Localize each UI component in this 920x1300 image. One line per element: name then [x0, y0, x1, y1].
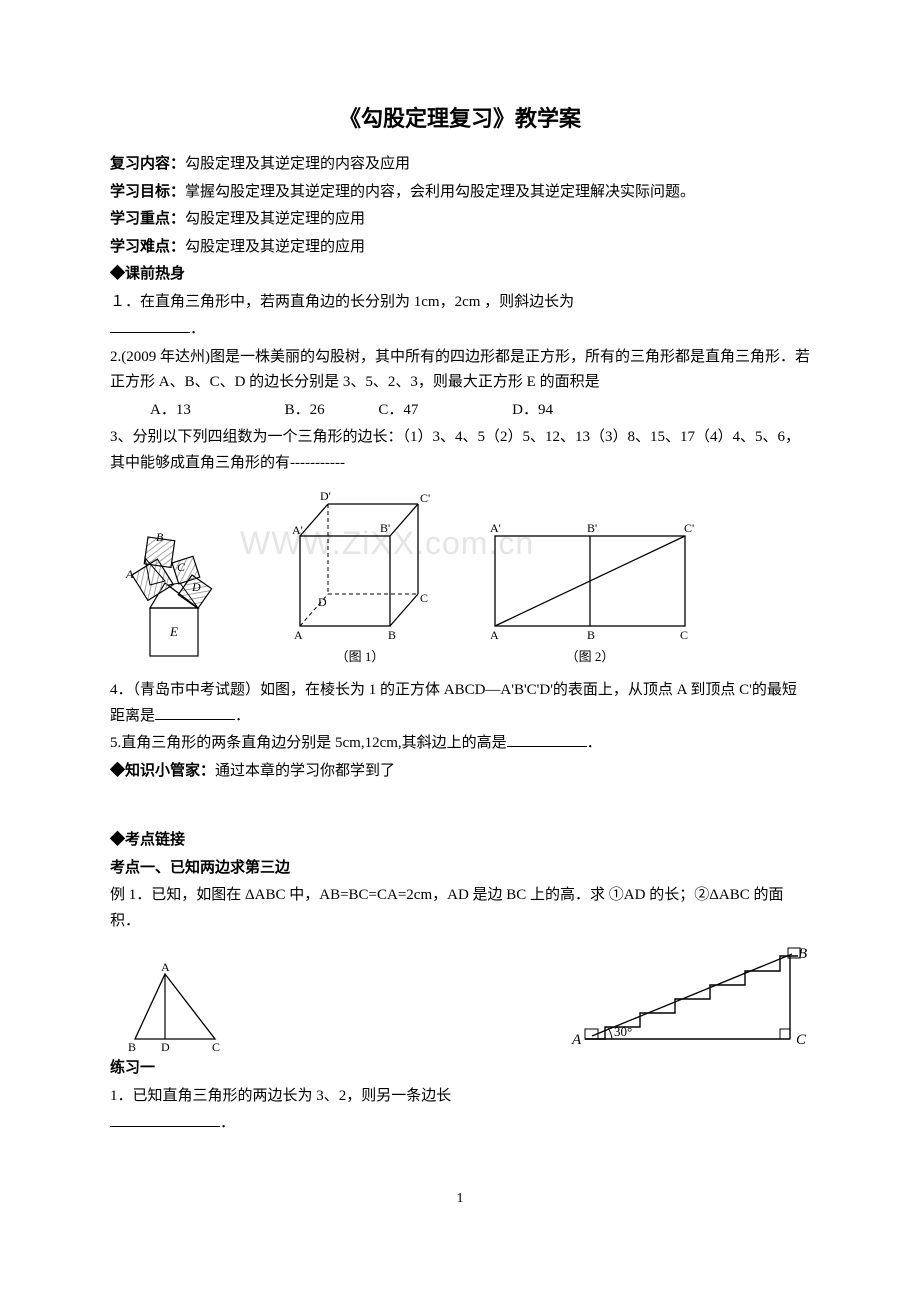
- stair-label-angle: 30°: [614, 1024, 632, 1039]
- cube-label-a1: A': [292, 523, 303, 537]
- q5-blank: [507, 731, 587, 747]
- figure-staircase: A C B 30°: [570, 944, 810, 1054]
- unfold-label-b1: B': [587, 521, 597, 535]
- cube-label-c: C: [420, 591, 428, 605]
- unfold-label-c1: C': [684, 521, 694, 535]
- page-number: 1: [110, 1187, 810, 1211]
- cube-label-a: A: [294, 628, 303, 642]
- fig1-caption: （图 1）: [270, 646, 450, 668]
- manager-label: ◆知识小管家：: [110, 763, 215, 779]
- fig2-caption: （图 2）: [480, 646, 700, 668]
- stair-label-b: B: [798, 946, 807, 962]
- unfold-label-b: B: [587, 628, 595, 642]
- figure-tree: E A B C D: [110, 513, 240, 668]
- manager-text: 通过本章的学习你都学到了: [215, 763, 395, 779]
- q1-blank: [110, 317, 190, 333]
- cube-label-d1: D': [320, 489, 331, 503]
- keypoint-text: 勾股定理及其逆定理的应用: [185, 211, 365, 227]
- tree-label-e: E: [169, 624, 178, 639]
- tree-label-c: C: [177, 560, 186, 574]
- cube-label-b1: B': [380, 521, 390, 535]
- keypoint-label: 学习重点：: [110, 211, 185, 227]
- difficulty-row: 学习难点：勾股定理及其逆定理的应用: [110, 235, 810, 261]
- example-1: 例 1．已知，如图在 ΔABC 中，AB=BC=CA=2cm，AD 是边 BC …: [110, 883, 810, 934]
- review-content-row: 复习内容：勾股定理及其逆定理的内容及应用: [110, 152, 810, 178]
- stair-label-c: C: [796, 1032, 807, 1048]
- practice1-suffix: ．: [220, 1115, 235, 1131]
- tree-label-b: B: [156, 530, 164, 544]
- difficulty-text: 勾股定理及其逆定理的应用: [185, 239, 365, 255]
- example-triangle-diagram: A B D C: [110, 959, 240, 1054]
- practice1-label: 练习一: [110, 1056, 810, 1082]
- q2-option-b: B．26: [285, 402, 325, 418]
- tree-label-d: D: [191, 580, 201, 594]
- objective-row: 学习目标：掌握勾股定理及其逆定理的内容，会利用勾股定理及其逆定理解决实际问题。: [110, 180, 810, 206]
- figure-cube: A B C D A' B' C' D' （图 1）: [270, 486, 450, 668]
- figures-row: E A B C D: [110, 486, 810, 668]
- q1-suffix: ．: [190, 321, 205, 337]
- unfold-label-a: A: [490, 628, 499, 642]
- tree-diagram: E A B C D: [110, 513, 240, 668]
- question-3: 3、分别以下列四组数为一个三角形的边长：（1）3、4、5（2）5、12、13（3…: [110, 425, 810, 476]
- staircase-diagram: A C B 30°: [570, 944, 810, 1054]
- q5-text: 5.直角三角形的两条直角边分别是 5cm,12cm,其斜边上的高是: [110, 735, 507, 751]
- exam-label: ◆考点链接: [110, 828, 810, 854]
- knowledge-manager-row: ◆知识小管家：通过本章的学习你都学到了: [110, 759, 810, 785]
- review-content-text: 勾股定理及其逆定理的内容及应用: [185, 156, 410, 172]
- cube-label-d: D: [318, 595, 327, 609]
- warmup-label: ◆课前热身: [110, 262, 810, 288]
- practice1-blank: [110, 1111, 220, 1127]
- unfold-label-a1: A': [490, 521, 501, 535]
- question-5: 5.直角三角形的两条直角边分别是 5cm,12cm,其斜边上的高是 ．: [110, 731, 810, 757]
- q1-blank-row: ．: [110, 317, 810, 343]
- q2-text: 2.(2009 年达州)图是一株美丽的勾股树，其中所有的四边形都是正方形，所有的…: [110, 349, 810, 391]
- q2-options: A．13 B．26 C．47 D．94: [110, 398, 810, 424]
- tri-label-b: B: [128, 1040, 136, 1054]
- tri-label-c: C: [212, 1040, 220, 1054]
- q2-option-c: C．47: [378, 402, 418, 418]
- tri-label-a: A: [161, 960, 170, 974]
- question-1: １．在直角三角形中，若两直角边的长分别为 1cm，2cm ，则斜边长为: [110, 290, 810, 316]
- cube-diagram: A B C D A' B' C' D': [270, 486, 450, 646]
- q5-suffix: ．: [587, 735, 602, 751]
- q4-blank: [155, 704, 235, 720]
- q1-text: １．在直角三角形中，若两直角边的长分别为 1cm，2cm ，则斜边长为: [110, 294, 574, 310]
- difficulty-label: 学习难点：: [110, 239, 185, 255]
- question-2: 2.(2009 年达州)图是一株美丽的勾股树，其中所有的四边形都是正方形，所有的…: [110, 345, 810, 396]
- q4-suffix: ．: [235, 708, 250, 724]
- objective-label: 学习目标：: [110, 184, 185, 200]
- objective-text: 掌握勾股定理及其逆定理的内容，会利用勾股定理及其逆定理解决实际问题。: [185, 184, 695, 200]
- keypoint-row: 学习重点：勾股定理及其逆定理的应用: [110, 207, 810, 233]
- cube-label-b: B: [388, 628, 396, 642]
- unfold-label-c: C: [680, 628, 688, 642]
- figure-example-triangle: A B D C: [110, 959, 240, 1054]
- question-4: 4．（青岛市中考试题）如图，在棱长为 1 的正方体 ABCD—A'B'C'D'的…: [110, 678, 810, 729]
- review-content-label: 复习内容：: [110, 156, 185, 172]
- figure-unfold: A B C A' B' C' （图 2）: [480, 516, 700, 668]
- page-title: 《勾股定理复习》教学案: [110, 100, 810, 137]
- practice1-blank-row: ．: [110, 1111, 810, 1137]
- q2-option-a: A．13: [150, 402, 191, 418]
- practice1-question: 1．已知直角三角形的两边长为 3、2，则另一条边长: [110, 1084, 810, 1110]
- tri-label-d: D: [161, 1040, 170, 1054]
- q2-option-d: D．94: [512, 402, 553, 418]
- stair-label-a: A: [571, 1032, 582, 1048]
- tree-label-a: A: [125, 567, 134, 581]
- unfold-diagram: A B C A' B' C': [480, 516, 700, 646]
- cube-label-c1: C': [420, 491, 430, 505]
- exam1-title: 考点一、已知两边求第三边: [110, 856, 810, 882]
